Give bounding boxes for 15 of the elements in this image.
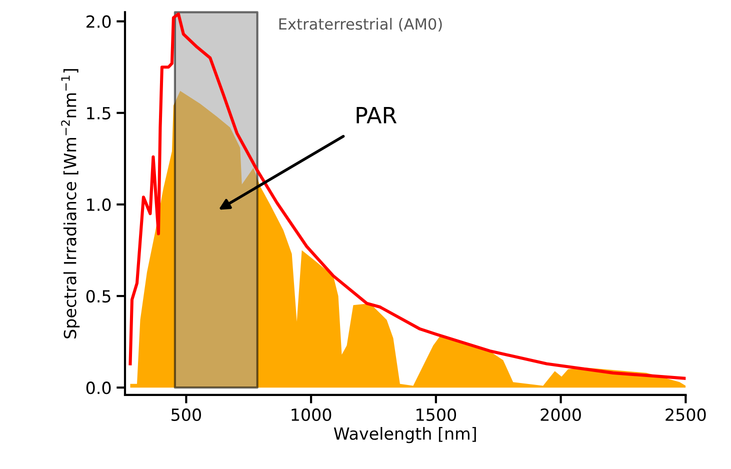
line-series — [128, 12, 686, 380]
y-tick-label: 2.0 — [86, 15, 111, 28]
x-tick-label: 2500 — [666, 408, 706, 421]
x-tick-label: 2000 — [540, 408, 581, 421]
y-axis-title: Spectral Irradiance [Wm$^{−2}$nm$^{−1}$] — [61, 69, 80, 338]
y-tick-label: 1.0 — [87, 198, 111, 212]
band-label: PAR — [356, 107, 397, 124]
x-tick-label: 1500 — [416, 408, 456, 421]
annotation: Extraterrestrial (AM0) — [279, 18, 442, 32]
y-tick-label: 0.5 — [86, 290, 110, 303]
x-tick-label: 500 — [172, 408, 201, 421]
y-tick-label: 1.5 — [87, 107, 110, 120]
y-tick-label: 0.0 — [86, 382, 111, 394]
x-tick-label: 1000 — [292, 408, 332, 421]
x-axis-title: Wavelength [nm] — [334, 427, 476, 444]
